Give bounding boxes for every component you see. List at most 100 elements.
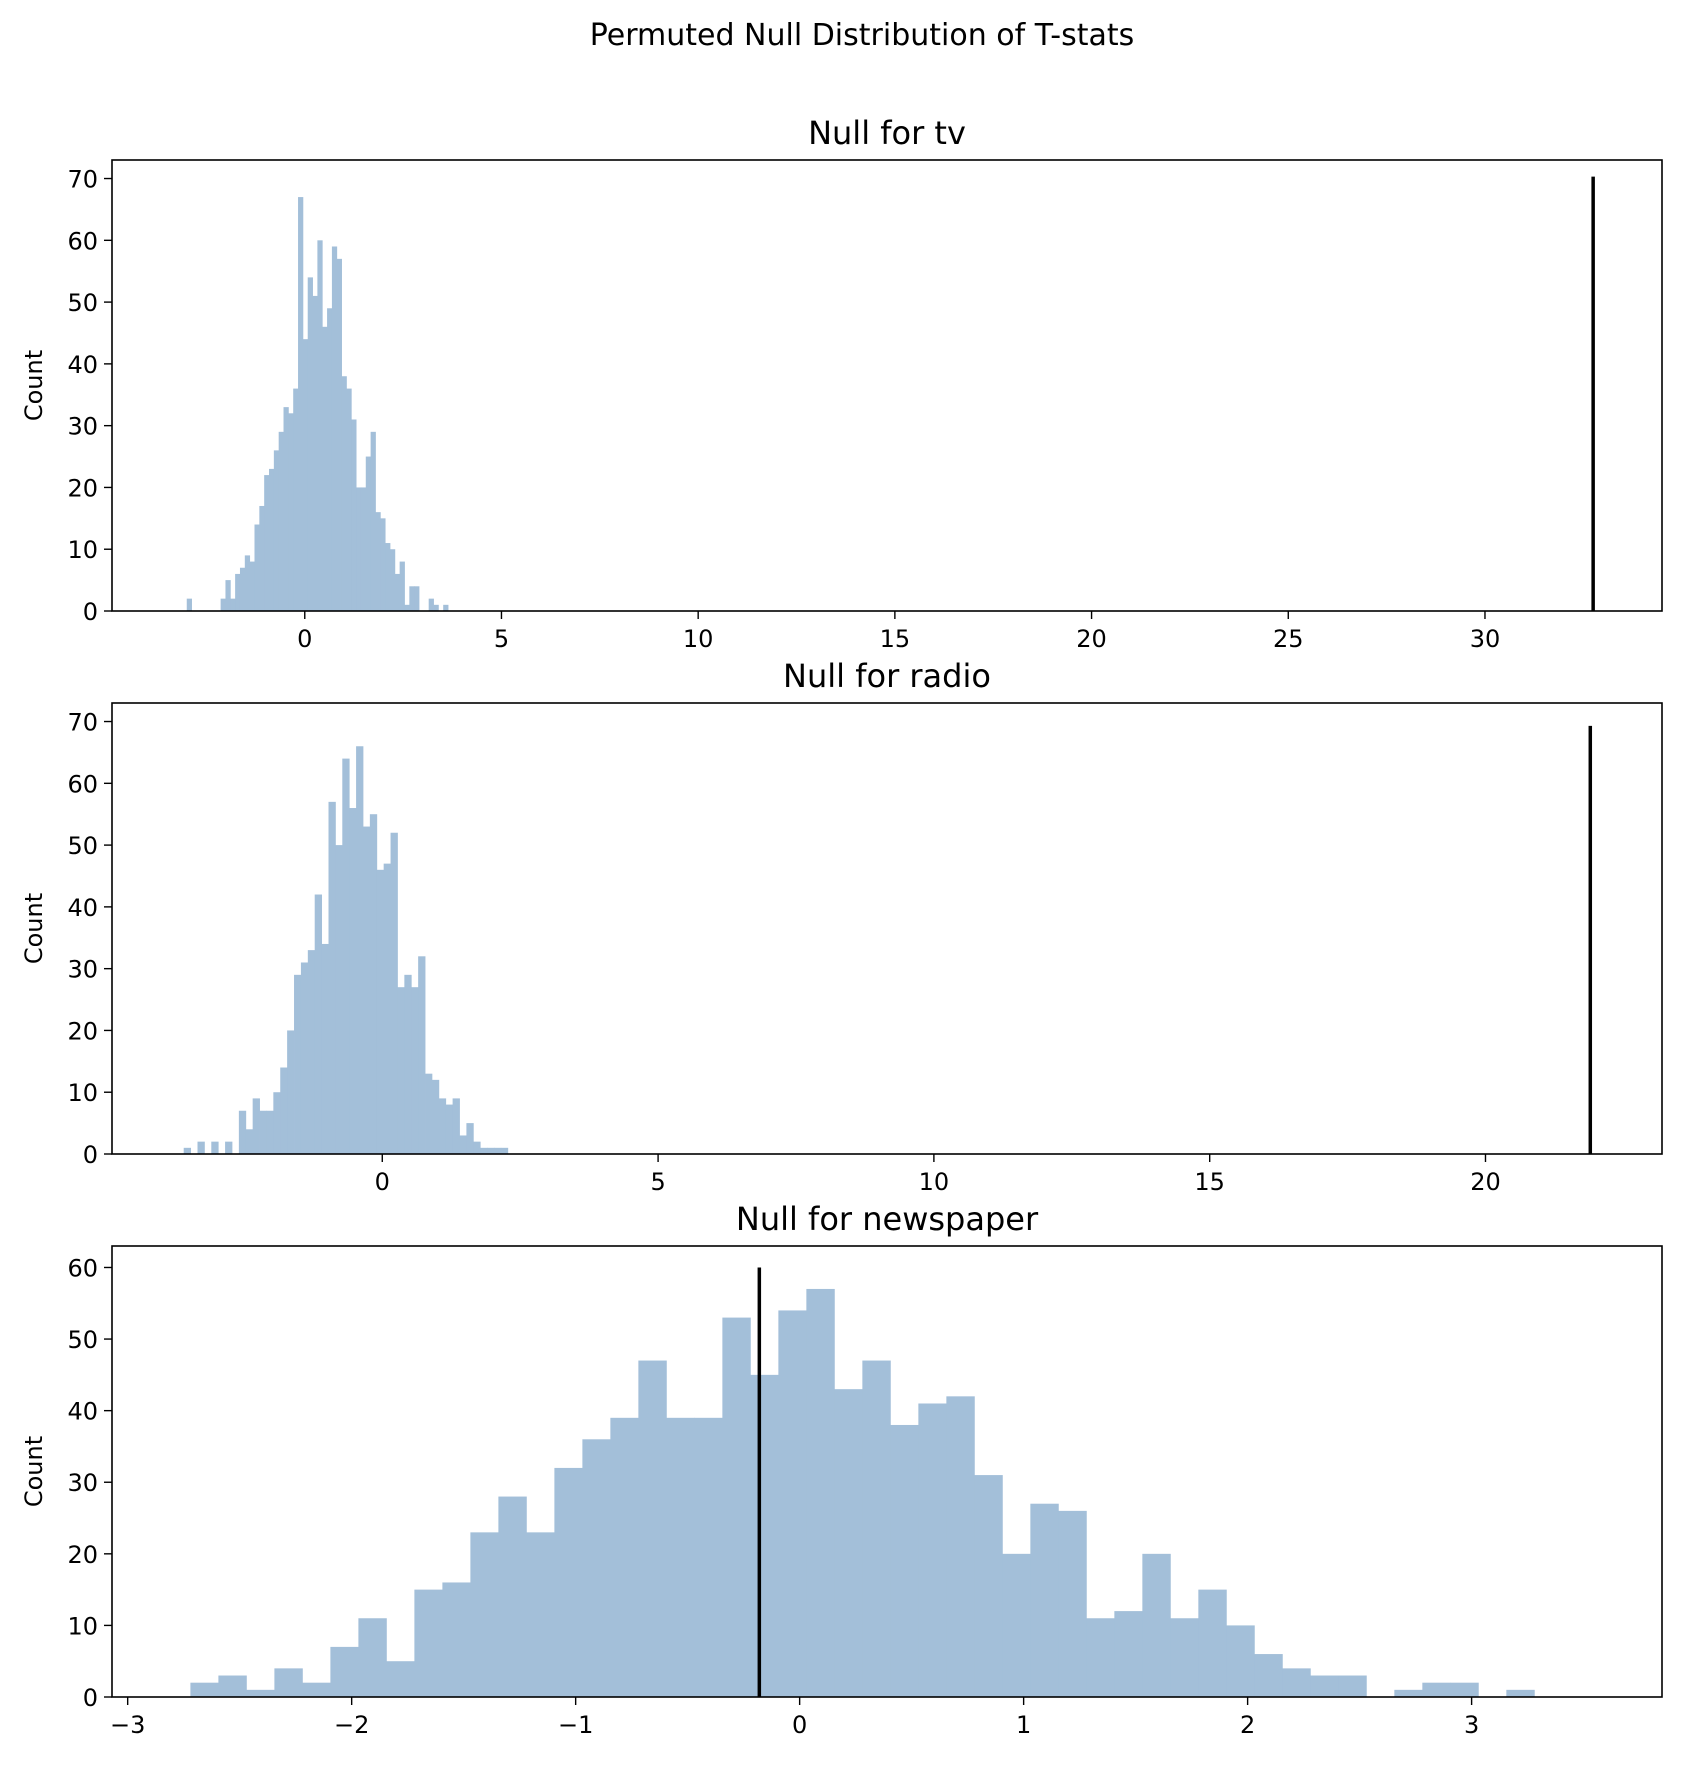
histogram-bar bbox=[300, 962, 309, 1154]
histogram-bar bbox=[278, 431, 284, 611]
histogram-bar bbox=[307, 277, 313, 611]
histogram-bar bbox=[750, 1374, 779, 1697]
histogram-bar bbox=[273, 1092, 281, 1154]
histogram-bar bbox=[183, 1147, 192, 1154]
histogram-bar bbox=[638, 1360, 667, 1697]
histogram-bar bbox=[445, 1104, 454, 1154]
histogram-bar bbox=[190, 1682, 219, 1697]
histogram-bar bbox=[666, 1417, 695, 1697]
histogram-bar bbox=[425, 1073, 433, 1154]
y-tick-label: 70 bbox=[67, 709, 98, 737]
histogram-bar bbox=[307, 950, 316, 1154]
y-tick-label: 0 bbox=[83, 598, 98, 626]
y-tick-label: 30 bbox=[67, 1469, 98, 1497]
histogram-bar bbox=[197, 1141, 205, 1154]
histogram-bar bbox=[341, 376, 347, 611]
histogram-bar bbox=[266, 1110, 274, 1154]
histogram-bar bbox=[1310, 1675, 1339, 1697]
y-tick-label: 0 bbox=[83, 1684, 98, 1712]
histogram-bar bbox=[526, 1532, 555, 1697]
y-tick-label: 60 bbox=[67, 227, 98, 255]
histogram-bar bbox=[1086, 1618, 1115, 1697]
x-tick-label: 30 bbox=[1470, 625, 1501, 653]
histogram-bar bbox=[369, 814, 378, 1154]
histogram-bar bbox=[254, 524, 260, 611]
histogram-bar bbox=[259, 1110, 267, 1154]
histogram-bar bbox=[386, 1661, 415, 1697]
y-tick-label: 60 bbox=[67, 1254, 98, 1282]
y-tick-label: 40 bbox=[67, 1398, 98, 1426]
x-tick-label: −2 bbox=[334, 1711, 369, 1739]
subplot-title: Null for tv bbox=[808, 114, 966, 152]
histogram-bar bbox=[375, 512, 381, 611]
histogram-bar bbox=[862, 1360, 891, 1697]
histogram-bar bbox=[389, 549, 396, 611]
histogram-bar bbox=[360, 487, 367, 611]
histogram-bar bbox=[252, 1098, 260, 1154]
histogram-bar bbox=[694, 1417, 723, 1697]
y-tick-label: 40 bbox=[67, 351, 98, 379]
histogram-bar bbox=[327, 308, 333, 611]
histogram-bar bbox=[890, 1424, 919, 1697]
histogram-bar bbox=[298, 197, 304, 611]
y-tick-label: 50 bbox=[67, 1326, 98, 1354]
histogram-bar bbox=[498, 1496, 527, 1697]
histogram-bar bbox=[466, 1123, 474, 1154]
y-axis-label: Count bbox=[20, 893, 48, 964]
subplot-title: Null for newspaper bbox=[736, 1200, 1039, 1238]
histogram-bar bbox=[834, 1389, 863, 1697]
y-axis-label: Count bbox=[20, 350, 48, 421]
histogram-bar bbox=[238, 1110, 247, 1154]
histogram-bar bbox=[225, 580, 231, 611]
histogram-bar bbox=[414, 586, 420, 611]
figure-suptitle: Permuted Null Distribution of T-stats bbox=[590, 18, 1135, 53]
subplot-2: 0 5 10 15 20 0 10 20 30 40 50 60 70 Count Null for rad… bbox=[20, 657, 1663, 1196]
histogram-bar bbox=[312, 295, 318, 611]
y-tick-label: 50 bbox=[67, 832, 98, 860]
x-tick-label: 5 bbox=[650, 1168, 665, 1196]
histogram-bar bbox=[342, 758, 350, 1154]
histogram-bar bbox=[1114, 1611, 1143, 1697]
histogram-bar bbox=[330, 1646, 359, 1697]
y-tick-label: 10 bbox=[67, 536, 98, 564]
histogram-bar bbox=[269, 468, 275, 611]
histogram-bar bbox=[974, 1475, 1003, 1697]
histogram-bar bbox=[239, 567, 246, 611]
histogram-bar bbox=[778, 1310, 807, 1697]
histogram-bar bbox=[349, 808, 357, 1154]
histogram-bar bbox=[1506, 1689, 1535, 1697]
x-tick-label: 3 bbox=[1464, 1711, 1479, 1739]
histogram-bar bbox=[1282, 1668, 1311, 1697]
histogram-bar bbox=[383, 863, 391, 1154]
histogram-bar bbox=[314, 894, 323, 1154]
histogram-bar bbox=[394, 573, 401, 611]
histogram-bar bbox=[1030, 1503, 1059, 1697]
axes-frame bbox=[111, 1245, 1663, 1698]
histogram-bar bbox=[220, 598, 226, 611]
histogram-bar bbox=[418, 956, 426, 1154]
histogram-bar bbox=[283, 407, 289, 611]
histogram-bar bbox=[1450, 1682, 1479, 1697]
histogram-bar bbox=[211, 1141, 219, 1154]
x-tick-label: 15 bbox=[1194, 1168, 1225, 1196]
x-tick-label: 1 bbox=[1016, 1711, 1031, 1739]
histogram-bar bbox=[362, 826, 371, 1154]
x-tick-label: 20 bbox=[1076, 625, 1107, 653]
histogram-bar bbox=[443, 604, 449, 611]
histogram-bar bbox=[280, 1067, 288, 1154]
subplot-title: Null for radio bbox=[783, 657, 991, 695]
y-tick-label: 20 bbox=[67, 474, 98, 502]
histogram-bar bbox=[317, 240, 323, 611]
histogram-bar bbox=[293, 388, 299, 611]
histogram-bar bbox=[582, 1439, 611, 1697]
histogram-bar bbox=[218, 1675, 247, 1697]
histogram-bar bbox=[287, 1030, 295, 1154]
histogram-bar bbox=[376, 869, 385, 1154]
histogram-bar bbox=[186, 598, 192, 611]
y-tick-label: 30 bbox=[67, 413, 98, 441]
axes-frame bbox=[111, 702, 1663, 1155]
histogram-bar bbox=[500, 1147, 509, 1154]
y-axis-label: Count bbox=[20, 1436, 48, 1507]
x-tick-label: 0 bbox=[297, 625, 312, 653]
